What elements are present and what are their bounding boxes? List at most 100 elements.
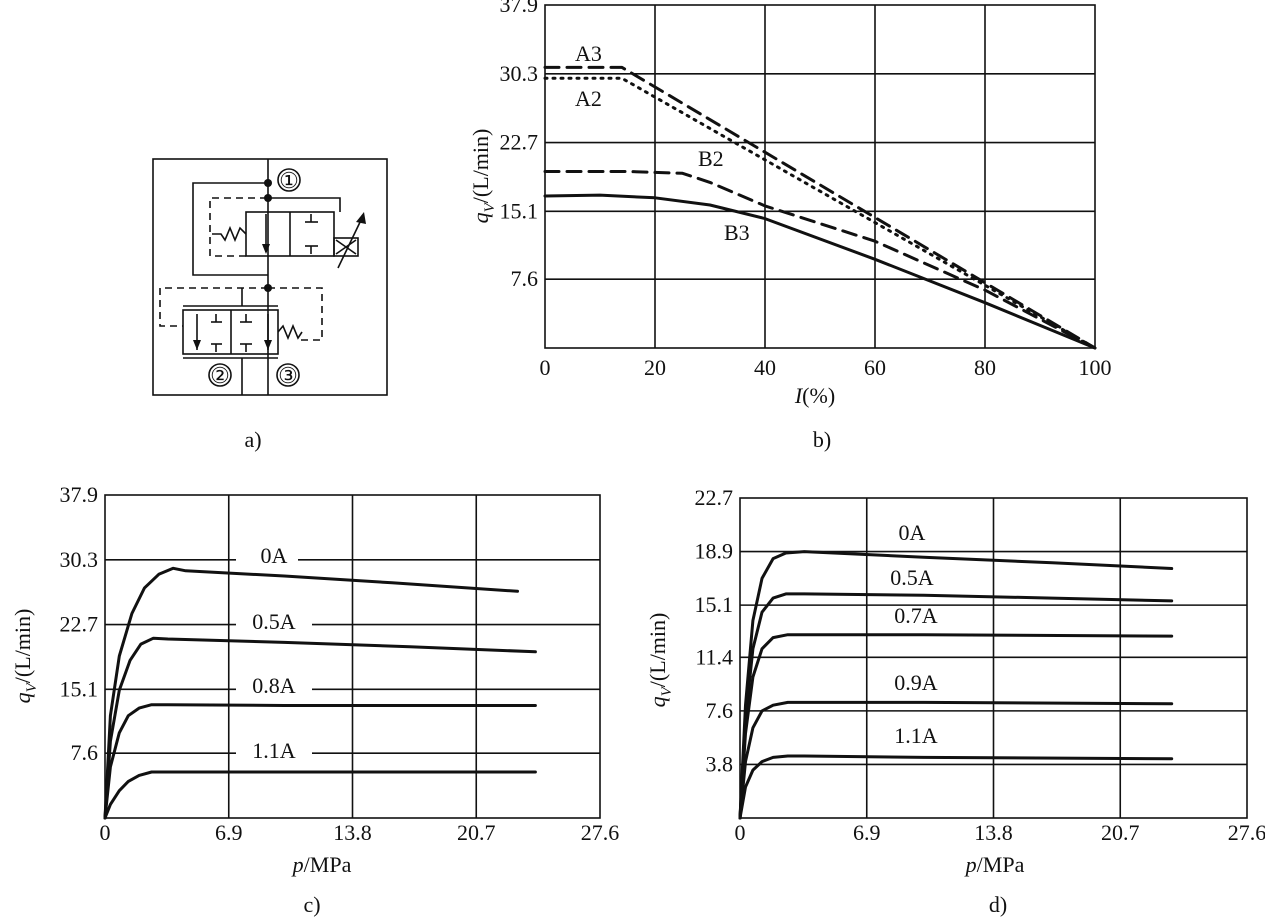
x-unit: /MPa [977, 852, 1025, 877]
junction-dot [264, 179, 272, 187]
series-line-0a [103, 566, 519, 820]
y-tick-label: 18.9 [695, 539, 734, 564]
arrow-down-icon [264, 340, 272, 350]
schematic-line [268, 197, 341, 212]
x-tick-label: 100 [1079, 355, 1112, 380]
x-unit: /MPa [304, 852, 352, 877]
proportional-arrow-icon [337, 217, 363, 269]
x-var: I [794, 383, 804, 408]
schematic-frame [152, 158, 388, 396]
x-var: p [291, 852, 304, 877]
series-line-1-1a [103, 770, 537, 820]
y-tick-label: 11.4 [695, 644, 733, 669]
series-line-a3 [543, 65, 1097, 350]
curve-label-0-7a: 0.7A [894, 603, 938, 628]
port-1-marker [277, 168, 301, 192]
chart-c-plot: 0 6.9 13.8 20.7 27.6 7.6 15.1 22.7 30.3 37.9 [60, 482, 620, 845]
arrow-head-icon [356, 212, 366, 224]
pilot-dashed-line [268, 287, 323, 341]
series-line-0-8a [103, 703, 537, 820]
y-tick-label: 37.9 [500, 0, 539, 17]
chart-b-plot: 0 20 40 60 80 100 7.6 15.1 22.7 30.3 37.9 [500, 0, 1112, 380]
valve-schematic: ① [152, 158, 388, 452]
curve-label-0a: 0A [899, 520, 926, 545]
chart-d-y-axis-label: qV/(L/min) [645, 613, 675, 708]
x-tick-label: 40 [754, 355, 776, 380]
chart-b-y-axis-label: qV/(L/min) [468, 129, 498, 224]
series-line-0-9a [738, 700, 1174, 820]
y-unit: /(L/min) [468, 129, 493, 204]
chart-c: 0 6.9 13.8 20.7 27.6 7.6 15.1 22.7 30.3 37.9 c) p… [10, 482, 619, 917]
port-3-label: ③ [278, 363, 298, 388]
chart-d-plot: 0 6.9 13.8 20.7 27.6 3.8 7.6 11.4 15.1 18.9 22.7 [695, 485, 1265, 845]
curve-label-1-1a: 1.1A [894, 723, 938, 748]
chart-c-x-axis-label: p/MPa [291, 852, 352, 877]
y-tick-label: 7.6 [706, 698, 734, 723]
annotation-a2: A2 [575, 86, 602, 111]
series-line-0a [738, 550, 1174, 820]
x-tick-label: 0 [100, 820, 111, 845]
y-var: q [468, 212, 493, 223]
x-tick-label: 60 [864, 355, 886, 380]
y-sub: V [24, 681, 40, 692]
y-var: q [645, 696, 670, 707]
y-tick-label: 15.1 [695, 592, 734, 617]
x-tick-label: 27.6 [1228, 820, 1265, 845]
x-var: p [964, 852, 977, 877]
x-unit: (%) [802, 383, 835, 408]
series-line-b2 [543, 170, 1097, 350]
y-tick-label: 37.9 [60, 482, 99, 507]
y-sub: V [659, 685, 675, 696]
y-unit: /(L/min) [645, 613, 670, 688]
curve-label-0-9a: 0.9A [894, 670, 938, 695]
x-tick-label: 27.6 [581, 820, 620, 845]
caption-d: d) [989, 892, 1007, 917]
y-tick-label: 15.1 [60, 676, 99, 701]
y-tick-label: 22.7 [500, 130, 539, 155]
x-tick-label: 6.9 [215, 820, 243, 845]
y-tick-label: 22.7 [60, 612, 99, 637]
x-tick-label: 20.7 [1101, 820, 1140, 845]
port-3-marker [276, 363, 300, 387]
chart-c-y-axis-label: qV/(L/min) [10, 609, 40, 704]
pilot-dashed-line [209, 197, 268, 257]
curve-label-0-5a: 0.5A [890, 565, 934, 590]
y-tick-label: 30.3 [60, 547, 99, 572]
x-tick-label: 0 [540, 355, 551, 380]
series-line-0-7a [738, 633, 1174, 820]
chart-d-x-axis-label: p/MPa [964, 852, 1025, 877]
pilot-dashed-line [159, 287, 268, 327]
label-mask [236, 736, 312, 764]
caption-a: a) [244, 427, 261, 452]
y-tick-label: 7.6 [511, 266, 539, 291]
spring-icon [212, 225, 247, 243]
caption-c: c) [303, 892, 320, 917]
annotation-a3: A3 [575, 41, 602, 66]
solenoid-x [335, 239, 357, 255]
spring-icon [277, 323, 303, 341]
annotation-b3: B3 [724, 220, 750, 245]
arrow-down-icon [262, 244, 270, 254]
y-sub: V [482, 201, 498, 212]
plot-frame [544, 4, 1096, 349]
series-line-0-5a [103, 636, 537, 820]
port-2-marker [208, 363, 232, 387]
y-tick-label: 22.7 [695, 485, 734, 510]
schematic-pilot-line [192, 182, 268, 276]
port-1-label: ① [279, 168, 299, 193]
series-line-b3 [543, 193, 1097, 350]
y-tick-label: 3.8 [706, 751, 734, 776]
caption-b: b) [813, 427, 831, 452]
x-tick-label: 80 [974, 355, 996, 380]
curve-label-0-5a: 0.5A [252, 609, 296, 634]
x-tick-label: 13.8 [974, 820, 1013, 845]
label-mask [236, 541, 298, 569]
series-line-0-5a [738, 592, 1174, 820]
arrow-down-icon [193, 340, 201, 350]
x-tick-label: 6.9 [853, 820, 881, 845]
port-2-label: ② [210, 363, 230, 388]
curve-label-1-1a: 1.1A [252, 738, 296, 763]
